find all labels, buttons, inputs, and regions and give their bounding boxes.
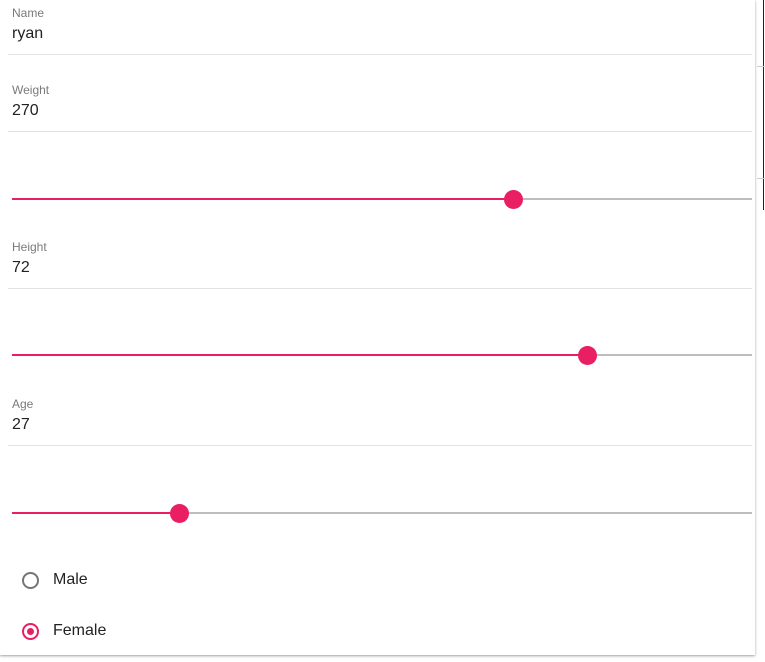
radio-female-dot (27, 627, 34, 635)
weight-slider-thumb[interactable] (503, 190, 523, 209)
height-field[interactable]: Height 72 (8, 240, 752, 290)
weight-slider-fill (12, 198, 513, 200)
name-label: Name (12, 6, 45, 20)
age-input[interactable]: 27 (12, 416, 30, 433)
name-input[interactable]: ryan (12, 25, 44, 42)
height-slider[interactable] (12, 343, 752, 367)
name-underline (8, 54, 752, 55)
edge-tick (757, 178, 765, 179)
name-field[interactable]: Name ryan (8, 6, 752, 56)
weight-input[interactable]: 270 (12, 102, 39, 119)
radio-option-male[interactable]: Male (22, 568, 88, 592)
radio-female-indicator[interactable] (22, 622, 39, 640)
radio-female-label: Female (53, 622, 107, 639)
weight-label: Weight (12, 83, 50, 97)
age-slider[interactable] (12, 501, 752, 525)
radio-option-female[interactable]: Female (22, 619, 106, 643)
age-underline (8, 445, 752, 446)
age-label: Age (12, 397, 34, 411)
height-slider-fill (12, 354, 587, 356)
height-input[interactable]: 72 (12, 259, 30, 276)
window-edge (763, 0, 764, 210)
height-slider-thumb[interactable] (577, 346, 597, 365)
radio-male-label: Male (53, 571, 88, 588)
height-label: Height (12, 240, 47, 254)
weight-underline (8, 131, 752, 132)
radio-male-indicator[interactable] (22, 571, 39, 589)
age-slider-fill (12, 512, 180, 514)
form-card: Name ryan Weight 270 Height 72 Age 27 Ma… (8, 6, 752, 643)
height-underline (8, 288, 752, 289)
edge-tick (757, 66, 765, 67)
age-slider-thumb[interactable] (170, 504, 190, 523)
age-slider-track (12, 512, 752, 514)
weight-slider[interactable] (12, 187, 752, 211)
age-field[interactable]: Age 27 (8, 397, 752, 447)
weight-field[interactable]: Weight 270 (8, 83, 752, 133)
